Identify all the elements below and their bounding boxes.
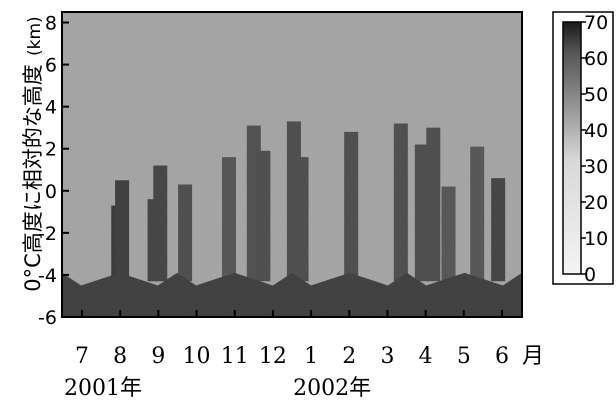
year-label: 2001年 (64, 376, 142, 401)
y-tick-label: -6 (38, 307, 57, 329)
x-tick-label: 6 (495, 344, 509, 369)
y-tick-label: 4 (45, 97, 57, 119)
x-tick-label: 1 (304, 344, 318, 369)
x-tick-label: 7 (75, 344, 89, 369)
x-tick-label: 3 (380, 344, 394, 369)
colorbar-tick-label: 60 (584, 48, 608, 70)
x-axis: 7 8 9 10 11 12 1 2 3 4 5 6 月 (75, 310, 544, 369)
plot-area (61, 11, 523, 318)
x-tick-label: 9 (151, 344, 165, 369)
x-axis-unit: 月 (522, 344, 544, 369)
colorbar-tick-label: 30 (584, 156, 608, 178)
y-tick-label: -2 (38, 223, 57, 245)
x-tick-label: 5 (457, 344, 471, 369)
colorbar-frame (552, 11, 614, 285)
plot-frame (61, 11, 523, 318)
colorbar-tick-label: 50 (584, 84, 608, 106)
y-tick-label: -4 (38, 265, 57, 287)
y-axis-unit: (km) (25, 16, 45, 56)
y-axis-title: 0°C高度に相対的な高度 (21, 64, 45, 292)
y-tick-label: 8 (45, 13, 57, 35)
y-axis-label: 0°C高度に相対的な高度 (km) (21, 16, 45, 291)
x-tick-label: 12 (259, 344, 287, 369)
colorbar-fill (562, 21, 582, 275)
x-tick-label: 4 (419, 344, 433, 369)
colorbar-tick-label: 0 (584, 264, 596, 286)
y-tick-label: 0 (45, 181, 57, 203)
x-tick-label: 10 (183, 344, 211, 369)
x-tick-label: 8 (113, 344, 127, 369)
colorbar-tick-label: 70 (584, 12, 608, 34)
colorbar: 70 60 50 40 30 20 10 0 (552, 11, 614, 286)
noise-overlay (62, 12, 522, 317)
x-tick-label: 11 (221, 344, 249, 369)
y-axis: 8 6 4 2 0 -2 -4 -6 (38, 13, 69, 329)
y-tick-label: 6 (45, 55, 57, 77)
y-tick-label: 2 (45, 139, 57, 161)
colorbar-tick-label: 40 (584, 120, 608, 142)
year-labels: 2001年 2002年 (64, 376, 371, 401)
colorbar-tick-label: 20 (584, 192, 608, 214)
x-tick-label: 2 (342, 344, 356, 369)
year-label: 2002年 (293, 376, 371, 401)
colorbar-tick-label: 10 (584, 228, 608, 250)
colorbar-ticks: 70 60 50 40 30 20 10 0 (581, 12, 608, 286)
